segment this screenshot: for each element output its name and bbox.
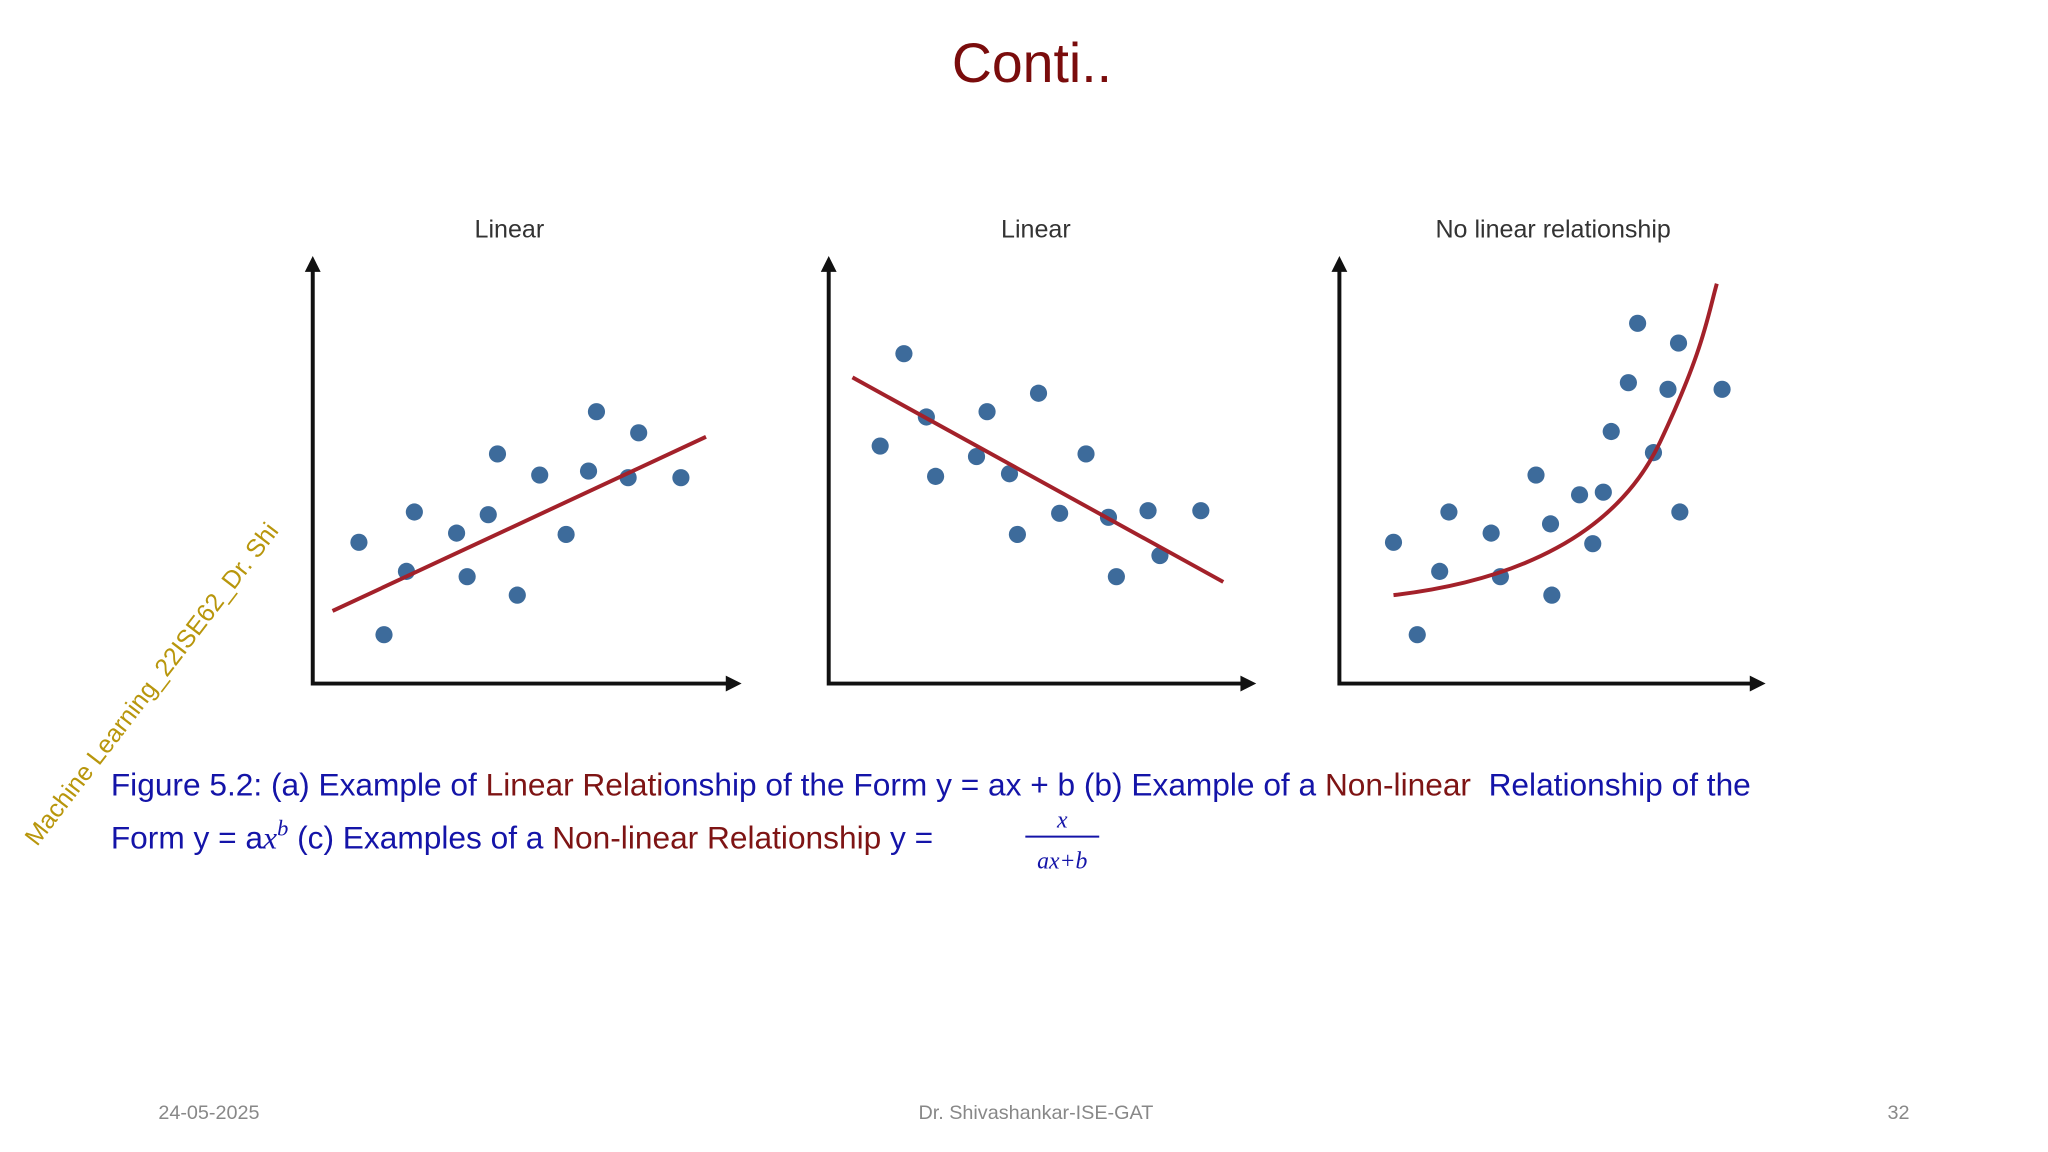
scatter-dot	[1671, 503, 1689, 521]
scatter-dot	[375, 626, 393, 644]
caption-text: Non-linear	[1325, 767, 1471, 803]
scatter-dot	[587, 403, 606, 421]
caption-text: (c) Examples of a	[288, 820, 552, 856]
math-superscript: b	[277, 815, 288, 840]
math: x	[262, 821, 277, 856]
trend-line	[331, 434, 707, 613]
scatter-dot	[579, 462, 598, 480]
scatter-dot	[531, 466, 549, 484]
caption-line: Figure 5.2: (a) Example of Linear Relati…	[111, 767, 1751, 803]
scatter-dot	[927, 467, 945, 485]
arrow-head	[1240, 675, 1257, 692]
scatter-dot	[1619, 374, 1637, 392]
trend-line	[851, 375, 1225, 584]
caption-text: Non-linear Relationship	[552, 820, 881, 856]
arrow-head	[1749, 675, 1766, 692]
scatter-dot	[1440, 503, 1458, 521]
content: Conti.. Linear Linear No linear relation…	[19, 32, 1909, 1124]
figure: Linear Linear No linear relationship	[304, 216, 1766, 692]
caption-line: Form y = axb (c) Examples of a Non-linea…	[111, 815, 933, 855]
scatter-dot	[508, 586, 526, 604]
arrow-head	[1331, 256, 1348, 272]
axes	[1337, 263, 1758, 686]
scatter-dot	[1570, 486, 1589, 504]
caption-text: Linear Relati	[486, 767, 664, 803]
scatter-dot	[458, 568, 476, 586]
scatter-dot	[1543, 586, 1561, 604]
caption-text: Figure 5.2: (a) Example of	[111, 767, 486, 803]
scatter-dot	[1008, 525, 1026, 544]
scatter-dot	[350, 533, 368, 551]
caption-text: y =	[881, 820, 933, 856]
footer-author: Dr. Shivashankar-ISE-GAT	[918, 1102, 1153, 1124]
scatter-dot	[1107, 568, 1125, 586]
scatter-dot	[1077, 445, 1095, 463]
scatter-dot	[1051, 504, 1069, 522]
scatter-dot	[1384, 533, 1403, 551]
scatter-dot	[1629, 314, 1647, 332]
panel-title: No linear relationship	[1435, 216, 1670, 244]
fraction-numerator: x	[1056, 807, 1068, 833]
scatter-dot	[672, 469, 690, 487]
scatter-dot	[1029, 384, 1048, 402]
scatter-dot	[405, 503, 423, 521]
scatter-dot	[448, 524, 466, 542]
scatter-dot	[871, 437, 889, 455]
scatter-dot	[1669, 334, 1688, 352]
scatter-dot	[1594, 483, 1612, 501]
panel-title: Linear	[475, 216, 545, 244]
footer-page: 32	[1887, 1102, 1909, 1124]
scatter-dot	[1602, 422, 1620, 441]
scatter-dot	[1713, 380, 1731, 398]
scatter-dot	[557, 525, 575, 544]
scatter-dot	[1527, 466, 1545, 484]
scatter-dot	[479, 506, 497, 524]
axes	[310, 263, 734, 686]
arrow-head	[304, 256, 321, 272]
trend-line	[1393, 283, 1719, 598]
footer-date: 24-05-2025	[158, 1102, 259, 1124]
panel-title: Linear	[1001, 216, 1071, 244]
scatter-dot	[1659, 380, 1677, 398]
scatter-dot	[1584, 535, 1602, 553]
caption-text: Relationship of the	[1471, 767, 1751, 803]
scatter-dot	[978, 403, 996, 421]
caption-text: Form y = a	[111, 820, 264, 856]
scatter-dot	[1482, 524, 1500, 542]
scatter-dot	[1192, 502, 1210, 520]
fraction-denominator: ax+b	[1037, 848, 1087, 874]
scatter-dot	[488, 445, 507, 463]
arrow-head	[820, 256, 837, 272]
scatter-dot	[1000, 465, 1019, 483]
scatter-dot	[1541, 515, 1560, 533]
caption-text: onship of the Form y = ax + b (b) Exampl…	[663, 767, 1325, 803]
scatter-dot	[630, 424, 648, 442]
scatter-dot	[1431, 562, 1449, 580]
scatter-dot	[1408, 626, 1426, 644]
slide-title: Conti..	[952, 32, 1112, 94]
arrow-head	[725, 675, 742, 692]
scatter-dot	[1139, 502, 1157, 520]
axes	[826, 263, 1249, 686]
scatter-dot	[967, 448, 986, 466]
scatter-dot	[895, 345, 913, 363]
